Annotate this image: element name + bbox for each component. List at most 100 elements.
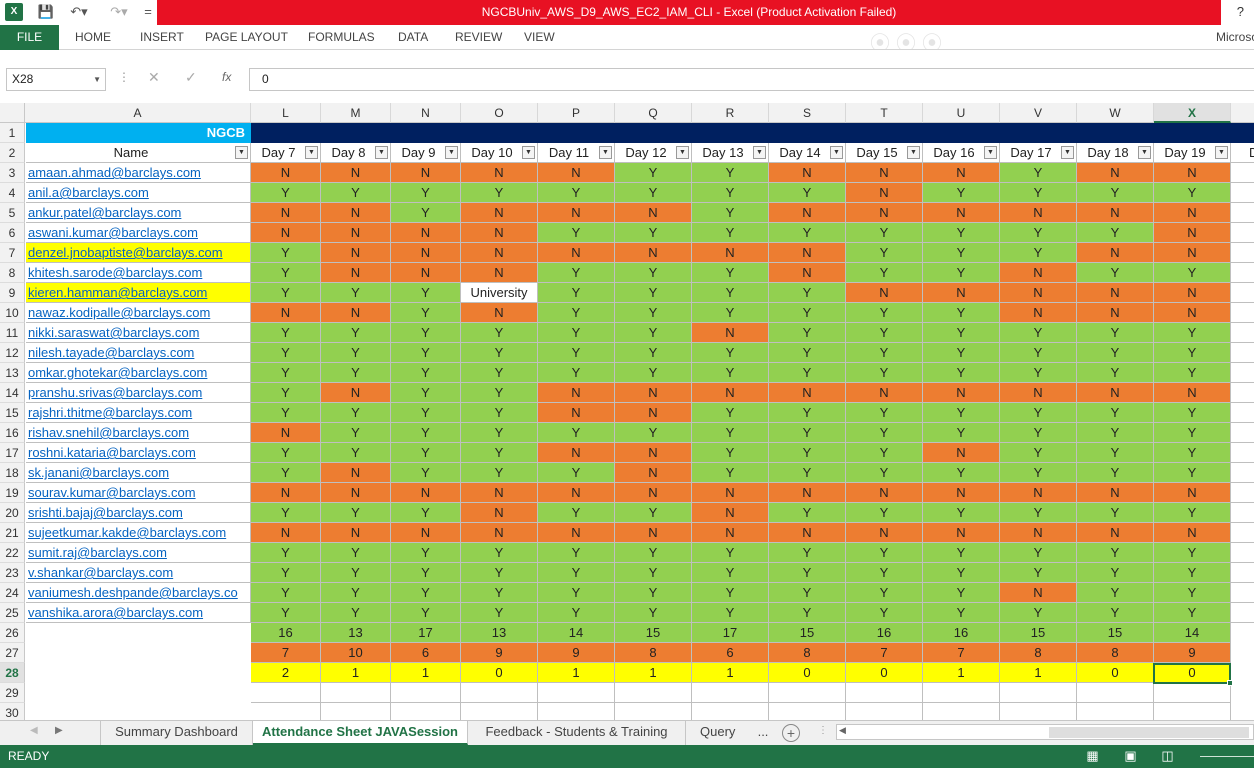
other-count-cell[interactable]: 1 [321, 663, 391, 683]
attendance-cell[interactable]: Y [692, 563, 769, 583]
attendance-cell[interactable]: Y [769, 403, 846, 423]
empty-cell[interactable] [1231, 243, 1254, 263]
attendance-cell[interactable]: N [461, 263, 538, 283]
scroll-left-icon[interactable]: ◀ [839, 725, 846, 735]
attendance-cell[interactable]: Y [846, 503, 923, 523]
attendance-cell[interactable]: N [461, 503, 538, 523]
attendance-cell[interactable]: Y [251, 363, 321, 383]
attendance-cell[interactable]: Y [692, 203, 769, 223]
attendance-cell[interactable]: N [321, 523, 391, 543]
attendance-cell[interactable]: N [251, 523, 321, 543]
empty-cell[interactable] [1231, 463, 1254, 483]
attendance-cell[interactable]: Y [692, 263, 769, 283]
tab-file[interactable]: FILE [0, 25, 59, 50]
row-header-9[interactable]: 9 [0, 283, 25, 303]
col-header-a[interactable]: A [25, 103, 251, 123]
empty-cell[interactable] [1231, 583, 1254, 603]
empty-cell[interactable] [1231, 223, 1254, 243]
col-header-m[interactable]: M [321, 103, 391, 123]
filter-dropdown-icon[interactable]: ▼ [1061, 146, 1074, 159]
student-email-link[interactable]: srishti.bajaj@barclays.com [26, 503, 251, 523]
attendance-cell[interactable]: Y [769, 603, 846, 623]
sheet-tab-attendance[interactable]: Attendance Sheet JAVASession [253, 721, 468, 745]
attendance-cell[interactable]: N [251, 423, 321, 443]
attendance-cell[interactable]: Y [461, 543, 538, 563]
attendance-cell[interactable]: Y [923, 343, 1000, 363]
attendance-cell[interactable]: N [1077, 383, 1154, 403]
present-count-cell[interactable]: 16 [846, 623, 923, 643]
filter-dropdown-icon[interactable]: ▼ [375, 146, 388, 159]
row-header-10[interactable]: 10 [0, 303, 25, 323]
attendance-cell[interactable]: Y [615, 423, 692, 443]
sheet-tab-summary[interactable]: Summary Dashboard [100, 721, 253, 745]
attendance-cell[interactable]: Y [615, 603, 692, 623]
attendance-cell[interactable]: Y [391, 343, 461, 363]
empty-cell[interactable] [769, 703, 846, 720]
other-count-cell[interactable]: 0 [769, 663, 846, 683]
attendance-cell[interactable]: Y [692, 343, 769, 363]
empty-cell[interactable] [1231, 363, 1254, 383]
student-email-link[interactable]: khitesh.sarode@barclays.com [26, 263, 251, 283]
attendance-cell[interactable]: Y [615, 283, 692, 303]
attendance-cell[interactable]: N [1000, 203, 1077, 223]
attendance-cell[interactable]: N [461, 243, 538, 263]
attendance-cell[interactable]: N [321, 243, 391, 263]
attendance-cell[interactable]: Y [923, 603, 1000, 623]
attendance-cell[interactable]: N [1000, 583, 1077, 603]
empty-cell[interactable] [1077, 683, 1154, 703]
attendance-cell[interactable]: Y [251, 323, 321, 343]
attendance-cell[interactable]: N [615, 483, 692, 503]
formula-input[interactable]: 0 [249, 68, 1254, 91]
attendance-cell[interactable]: N [692, 323, 769, 343]
attendance-cell[interactable]: Y [461, 403, 538, 423]
empty-cell[interactable] [1231, 443, 1254, 463]
empty-cell[interactable] [1154, 683, 1231, 703]
attendance-cell[interactable]: N [1000, 303, 1077, 323]
attendance-cell[interactable]: Y [846, 443, 923, 463]
row-header-27[interactable]: 27 [0, 643, 25, 663]
attendance-cell[interactable]: Y [923, 303, 1000, 323]
attendance-cell[interactable]: Y [538, 543, 615, 563]
attendance-cell[interactable]: Y [538, 463, 615, 483]
attendance-cell[interactable]: Y [391, 443, 461, 463]
other-count-cell[interactable]: 0 [461, 663, 538, 683]
attendance-cell[interactable]: Y [1154, 583, 1231, 603]
empty-cell[interactable] [251, 703, 321, 720]
attendance-cell[interactable]: N [461, 203, 538, 223]
row-header-3[interactable]: 3 [0, 163, 25, 183]
absent-count-cell[interactable]: 7 [251, 643, 321, 663]
attendance-cell[interactable]: Y [391, 203, 461, 223]
attendance-cell[interactable]: Y [461, 383, 538, 403]
attendance-cell[interactable]: Y [321, 563, 391, 583]
empty-cell[interactable] [461, 703, 538, 720]
empty-cell[interactable] [1000, 683, 1077, 703]
empty-cell[interactable] [538, 703, 615, 720]
account-name[interactable]: Microso [1216, 30, 1254, 44]
attendance-cell[interactable]: N [461, 303, 538, 323]
attendance-cell[interactable]: Y [615, 363, 692, 383]
empty-cell[interactable] [1231, 303, 1254, 323]
student-email-link[interactable]: omkar.ghotekar@barclays.com [26, 363, 251, 383]
empty-cell[interactable] [1231, 603, 1254, 623]
attendance-cell[interactable]: Y [923, 463, 1000, 483]
row-header-19[interactable]: 19 [0, 483, 25, 503]
row-header-20[interactable]: 20 [0, 503, 25, 523]
empty-cell[interactable] [1231, 563, 1254, 583]
attendance-cell[interactable]: Y [1154, 443, 1231, 463]
col-header-s[interactable]: S [769, 103, 846, 123]
attendance-cell[interactable]: Y [1154, 343, 1231, 363]
attendance-cell[interactable]: N [923, 383, 1000, 403]
attendance-cell[interactable]: Y [1077, 583, 1154, 603]
fill-handle[interactable] [1227, 680, 1233, 686]
student-email-link[interactable]: vaniumesh.deshpande@barclays.co [26, 583, 251, 603]
attendance-cell[interactable]: N [391, 523, 461, 543]
attendance-cell[interactable]: Y [391, 583, 461, 603]
empty-cell[interactable] [692, 703, 769, 720]
attendance-cell[interactable]: Y [846, 423, 923, 443]
tab-overflow-icon[interactable]: ... [757, 724, 769, 739]
attendance-cell[interactable]: N [321, 383, 391, 403]
attendance-cell[interactable]: N [1000, 483, 1077, 503]
filter-dropdown-icon[interactable]: ▼ [753, 146, 766, 159]
attendance-cell[interactable]: N [769, 163, 846, 183]
student-email-link[interactable]: sumit.raj@barclays.com [26, 543, 251, 563]
